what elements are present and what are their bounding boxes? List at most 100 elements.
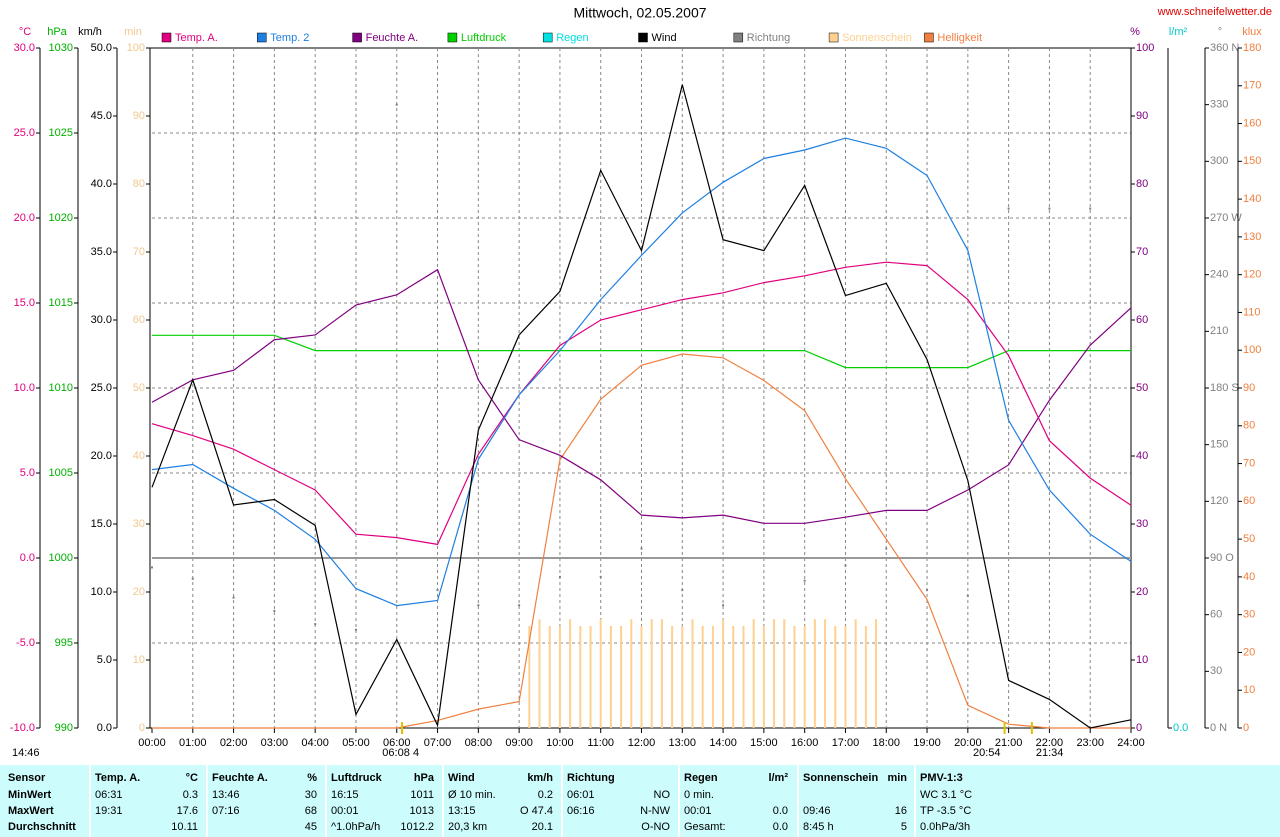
- y-tick-label: 180 S: [1210, 382, 1239, 394]
- series-line: [151, 261, 1132, 546]
- y-tick-label: 20: [1243, 646, 1255, 658]
- y-tick-label: 80: [133, 178, 145, 190]
- y-tick-label: 10.0: [14, 382, 35, 394]
- axis-title: km/h: [78, 26, 102, 38]
- table-cell: TP -3.5 °C: [920, 805, 971, 817]
- table-cell: Temp. A.: [95, 772, 140, 784]
- y-tick-label: 1005: [49, 467, 73, 479]
- table-cell: 16: [895, 805, 907, 817]
- y-tick-label: 0.0: [20, 552, 35, 564]
- y-tick-label: 120: [1243, 269, 1261, 281]
- legend-label: Helligkeit: [937, 32, 982, 44]
- table-cell: %: [307, 772, 317, 784]
- y-tick-label: 0.0: [97, 722, 112, 734]
- x-tick-label: 10:00: [546, 737, 574, 749]
- x-tick-label: 19:00: [913, 737, 941, 749]
- table-cell: WC 3.1 °C: [920, 789, 972, 801]
- x-tick-label: 03:00: [261, 737, 289, 749]
- y-tick-label: 20.0: [14, 212, 35, 224]
- y-tick-label: -10.0: [10, 722, 35, 734]
- table-cell: 07:16: [212, 805, 240, 817]
- x-tick-label: 01:00: [179, 737, 207, 749]
- x-tick-label: 23:00: [1076, 737, 1104, 749]
- direction-dot: [518, 604, 521, 607]
- direction-dot: [436, 589, 439, 592]
- table-cell: °C: [186, 772, 198, 784]
- table-cell: N-NW: [640, 805, 671, 817]
- y-tick-label: 1010: [49, 382, 73, 394]
- table-cell: 20.1: [532, 821, 553, 833]
- y-tick-label: 1015: [49, 297, 73, 309]
- y-tick-label: 10: [1243, 684, 1255, 696]
- legend-label: Wind: [652, 32, 677, 44]
- y-tick-label: 100: [1243, 344, 1261, 356]
- table-cell: 5: [901, 821, 907, 833]
- table-cell: 0.0hPa/3h: [920, 821, 970, 833]
- x-tick-label: 08:00: [465, 737, 493, 749]
- direction-dot: [395, 103, 398, 106]
- sunshine-bar: [569, 619, 572, 728]
- y-tick-label: 330: [1210, 99, 1228, 111]
- table-cell: 20,3 km: [448, 821, 487, 833]
- table-cell: MinWert: [8, 789, 52, 801]
- table-cell: Feuchte A.: [212, 772, 268, 784]
- table-cell: NO: [654, 789, 671, 801]
- table-background: [0, 765, 1280, 837]
- y-tick-label: 90: [1136, 110, 1148, 122]
- y-tick-label: 25.0: [14, 127, 35, 139]
- sunshine-bar: [589, 626, 592, 728]
- legend-label: Luftdruck: [461, 32, 507, 44]
- sunshine-bar: [701, 626, 704, 728]
- direction-dot: [477, 604, 480, 607]
- table-cell: MaxWert: [8, 805, 54, 817]
- table-cell: Gesamt:: [684, 821, 726, 833]
- direction-dot: [1007, 207, 1010, 210]
- y-tick-label: 30: [1210, 665, 1222, 677]
- sunshine-bar: [732, 626, 735, 728]
- y-tick-label: 50: [1243, 533, 1255, 545]
- sunshine-bar: [538, 619, 541, 728]
- x-tick-label: 09:00: [505, 737, 533, 749]
- table-cell: 00:01: [331, 805, 359, 817]
- y-tick-label: 45.0: [91, 110, 112, 122]
- y-tick-label: 20: [1136, 586, 1148, 598]
- y-tick-label: 5.0: [97, 654, 112, 666]
- y-tick-label: 150: [1210, 439, 1228, 451]
- x-tick-label: 17:00: [832, 737, 860, 749]
- direction-dot: [599, 575, 602, 578]
- legend-swatch: [352, 32, 362, 43]
- table-cell: 06:16: [567, 805, 595, 817]
- legend-label: Feuchte A.: [366, 32, 419, 44]
- sunshine-bar: [854, 619, 857, 728]
- table-cell: 1013: [410, 805, 434, 817]
- x-tick-label: 18:00: [872, 737, 900, 749]
- y-tick-label: 1000: [49, 552, 73, 564]
- x-tick-label: 13:00: [669, 737, 697, 749]
- direction-dot: [1089, 207, 1092, 210]
- sunshine-bar: [742, 626, 745, 728]
- x-tick-label: 04:00: [301, 737, 329, 749]
- y-tick-label: 90: [1243, 382, 1255, 394]
- x-tick-label: 06:00: [383, 737, 411, 749]
- annotation: 21:34: [1036, 747, 1064, 759]
- sunshine-bar: [691, 619, 694, 728]
- y-tick-label: 140: [1243, 193, 1261, 205]
- sunshine-bar: [630, 619, 633, 728]
- sunshine-bar: [528, 626, 531, 728]
- direction-dot: [1048, 207, 1051, 210]
- direction-dot: [1130, 207, 1132, 210]
- y-tick-label: 60: [1243, 495, 1255, 507]
- y-tick-label: 70: [1243, 457, 1255, 469]
- table-cell: hPa: [414, 772, 435, 784]
- y-tick-label: 60: [1136, 314, 1148, 326]
- y-tick-label: 360 N: [1210, 42, 1239, 54]
- sunshine-bar: [609, 626, 612, 728]
- sunshine-bar: [650, 619, 653, 728]
- y-tick-label: 0: [139, 722, 145, 734]
- direction-dot: [151, 566, 153, 569]
- y-tick-label: 0.0: [1173, 722, 1188, 734]
- y-tick-label: 150: [1243, 155, 1261, 167]
- legend-swatch: [828, 32, 839, 43]
- y-tick-label: 160: [1243, 117, 1261, 129]
- legend-label: Richtung: [747, 32, 790, 44]
